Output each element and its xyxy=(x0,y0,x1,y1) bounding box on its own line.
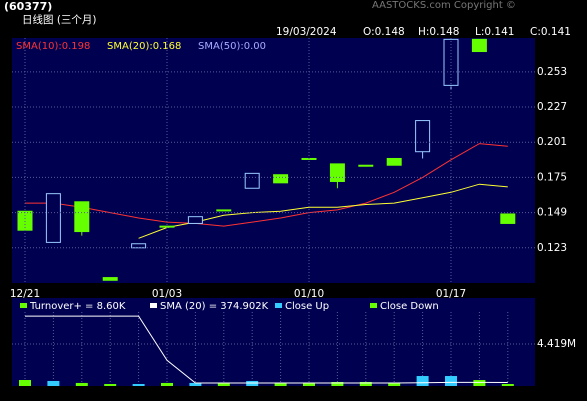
volume-bar xyxy=(359,382,372,386)
volume-bar xyxy=(445,376,457,386)
candle-body xyxy=(131,243,147,249)
legend-label: Close Up xyxy=(285,301,329,312)
candle-body xyxy=(216,209,232,212)
candle-body xyxy=(500,213,516,224)
volume-bar xyxy=(75,382,88,386)
candle-body xyxy=(159,225,175,228)
legend-label: Turnover+ = 8.60K xyxy=(29,301,126,312)
x-tick-label: 01/03 xyxy=(152,288,182,300)
candle-body xyxy=(74,201,90,233)
legend-swatch xyxy=(275,303,282,308)
volume-bar xyxy=(217,382,230,386)
info-low: L:0.141 xyxy=(475,26,514,38)
y-tick-label: 0.253 xyxy=(537,66,567,78)
period: 日线图 (三个月) xyxy=(22,13,97,26)
y-tick-label: 4.419M xyxy=(537,338,576,350)
legend-swatch xyxy=(370,303,377,308)
watermark: AASTOCKS.com Copyright © xyxy=(372,0,516,11)
info-close: C:0.141 xyxy=(530,26,571,38)
stock-code: (60377) xyxy=(4,0,52,13)
y-tick-label: 0.149 xyxy=(537,207,567,219)
x-tick-label: 01/17 xyxy=(436,288,466,300)
legend-label: SMA(20):0.168 xyxy=(107,41,181,52)
y-tick-label: 0.123 xyxy=(537,242,567,254)
candle-body xyxy=(415,120,431,153)
legend-label: SMA (20) = 374.902K xyxy=(160,301,269,312)
volume-bar xyxy=(161,382,173,386)
legend-swatch xyxy=(20,303,27,308)
volume-panel xyxy=(12,298,535,386)
volume-bar xyxy=(47,380,60,386)
volume-bar xyxy=(189,382,202,386)
candle-body xyxy=(102,277,118,281)
volume-bar xyxy=(274,382,287,386)
volume-bar xyxy=(473,380,486,386)
volume-bar xyxy=(104,384,117,386)
volume-bar xyxy=(416,376,429,386)
volume-bar xyxy=(132,384,145,386)
info-high: H:0.148 xyxy=(418,26,460,38)
candle-body xyxy=(244,172,260,189)
info-date: 19/03/2024 xyxy=(276,26,337,38)
sma-line xyxy=(25,143,508,227)
candle-body xyxy=(471,38,487,53)
legend-label: SMA(50):0.00 xyxy=(198,41,266,52)
volume-bar xyxy=(303,382,315,386)
volume-sma-line xyxy=(25,315,508,384)
volume-bar xyxy=(501,384,514,386)
legend-swatch xyxy=(150,303,157,308)
volume-bar xyxy=(19,380,31,386)
candle-body xyxy=(187,216,203,224)
legend-label: SMA(10):0.198 xyxy=(16,41,90,52)
candle-body xyxy=(386,157,402,166)
y-tick-label: 0.227 xyxy=(537,101,567,113)
candle-body xyxy=(358,164,374,167)
info-open: O:0.148 xyxy=(363,26,405,38)
y-tick-label: 0.201 xyxy=(537,136,567,148)
volume-bar xyxy=(388,382,401,386)
x-tick-label: 01/10 xyxy=(294,288,324,300)
candle-body xyxy=(329,163,345,182)
candle-body xyxy=(273,174,289,184)
y-tick-label: 0.175 xyxy=(537,171,567,183)
volume-bar xyxy=(331,382,344,386)
legend-label: Close Down xyxy=(380,301,439,312)
x-tick-label: 12/21 xyxy=(10,288,40,300)
candle-body xyxy=(45,193,61,243)
